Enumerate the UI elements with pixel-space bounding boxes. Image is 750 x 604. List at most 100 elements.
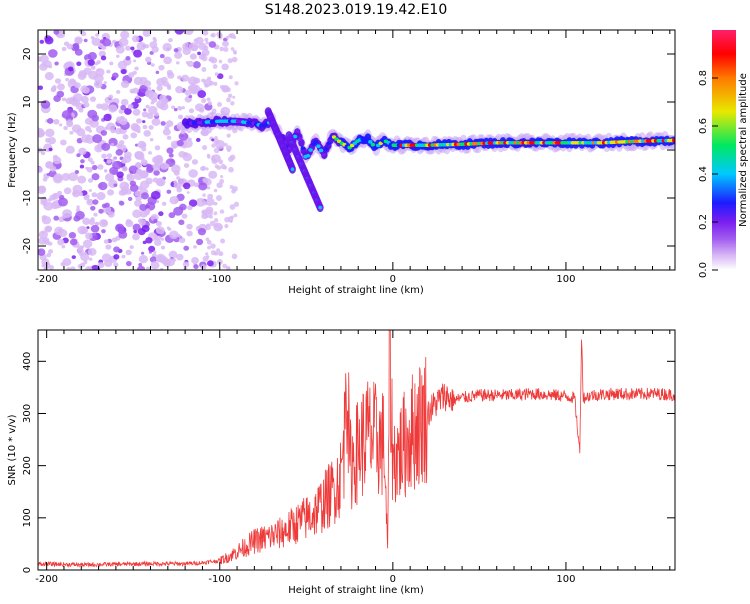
spectrogram-ridge-core [300,146,306,150]
spectrogram-noise-speck [227,93,233,99]
spectrogram-noise-blob [139,180,150,190]
spectrogram-noise-blob [168,250,178,259]
spectrogram-noise-blob [108,94,114,100]
spectrogram-noise-blob [103,81,107,85]
spectrogram-noise-speck [231,56,238,63]
spectrogram-noise-speck [228,75,233,80]
spectrogram-noise-blob [113,262,119,267]
spectrogram-noise-blob [142,120,146,124]
spectrogram-noise-blob [74,48,83,56]
spectrogram-noise-blob [87,199,92,204]
spectrogram-noise-blob [114,223,125,233]
spectrogram-noise-blob [103,158,108,162]
spectrogram-y-tick-label: -10 [22,190,33,206]
spectrogram-noise-blob [120,98,129,106]
snr-y-tick-label: 0 [22,567,33,573]
spectrogram-noise-blob [66,267,71,270]
spectrogram-noise-blob [83,252,87,256]
spectrogram-noise-blob [156,85,163,91]
spectrogram-noise-blob [208,41,217,48]
spectrogram-noise-blob [101,203,107,209]
spectrogram-ridge-core [311,142,316,147]
spectrogram-noise-blob [139,84,148,93]
spectrogram-noise-speck [220,110,225,116]
spectrogram-noise-speck [201,97,207,104]
spectrogram-noise-blob [110,142,115,147]
spectrogram-noise-blob [205,197,215,206]
spectrogram-noise-blob [80,134,91,143]
spectrogram-noise-blob [125,218,132,225]
spectrogram-noise-speck [224,224,229,229]
spectrogram-noise-speck [217,258,223,265]
spectrogram-noise-blob [147,86,152,90]
spectrogram-noise-blob [140,159,148,166]
snr-y-tick-label: 200 [22,456,33,475]
spectrogram-noise-blob [202,209,207,215]
spectrogram-noise-blob [145,89,154,98]
spectrogram-noise-blob [133,229,137,234]
spectrogram-noise-blob [75,207,81,212]
spectrogram-noise-blob [149,138,154,142]
spectrogram-noise-blob [77,248,84,255]
spectrogram-noise-speck [217,101,222,107]
snr-y-tick-label: 300 [22,404,33,423]
spectrogram-noise-blob [109,61,114,66]
spectrogram-noise-blob [213,201,218,206]
spectrogram-noise-blob [170,159,175,163]
spectrogram-noise-blob [203,79,213,87]
spectrogram-noise-blob [155,220,162,227]
colorbar-tick-label: 0.0 [698,262,709,278]
spectrogram-noise-blob [176,253,184,261]
spectrogram-noise-blob [183,163,190,168]
colorbar: 0.0 0.2 0.4 0.6 0.8 Normalized spectral ampl… [698,30,749,278]
spectrogram-noise-speck [205,167,209,171]
spectrogram-noise-blob [76,153,81,158]
spectrogram-noise-blob [137,265,146,270]
spectrogram-noise-blob [134,143,139,147]
spectrogram-noise-blob [86,166,93,173]
spectrogram-noise-blob [115,90,121,94]
spectrogram-noise-blob [186,191,190,194]
spectrogram-noise-blob [113,246,120,253]
spectrogram-noise-speck [219,46,225,52]
colorbar-tick-label: 0.8 [698,70,709,86]
spectrogram-noise-blob [178,219,185,226]
spectrogram-noise-blob [161,201,167,206]
spectrogram-noise-blob [151,46,159,53]
spectrogram-noise-blob [123,151,132,159]
spectrogram-noise-blob [84,266,93,270]
spectrogram-noise-speck [213,138,220,145]
spectrogram-noise-blob [46,252,52,258]
spectrogram-noise-blob [174,51,183,59]
spectrogram-noise-blob [146,166,154,173]
spectrogram-ridge-core [305,153,311,158]
spectrogram-noise-blob [100,55,107,61]
spectrogram-noise-blob [90,65,96,70]
spectrogram-noise-blob [92,134,103,144]
spectrogram-noise-blob [69,238,78,246]
spectrogram-noise-blob [162,128,171,136]
spectrogram-noise-blob [134,66,139,71]
spectrogram-noise-speck [227,216,234,223]
spectrogram-noise-blob [186,60,194,68]
spectrogram-noise-blob [77,263,84,269]
spectrogram-noise-blob [53,215,59,221]
spectrogram-noise-blob [63,187,72,195]
spectrogram-noise-blob [120,30,130,40]
spectrogram-ridge-core [370,142,376,147]
spectrogram-noise-speck [208,56,215,62]
spectrogram-noise-layer [38,30,240,270]
spectrogram-noise-blob [139,203,148,212]
spectrogram-noise-blob [66,119,73,126]
spectrogram-noise-blob [127,196,133,201]
spectrogram-noise-blob [82,217,91,225]
spectrogram-noise-blob [48,249,54,254]
spectrogram-noise-blob [181,213,188,219]
spectrogram-noise-speck [234,81,239,86]
spectrogram-noise-blob [127,103,134,110]
spectrogram-noise-speck [207,245,211,250]
spectrogram-noise-blob [146,266,151,270]
spectrogram-noise-blob [87,59,95,66]
spectrogram-noise-blob [61,97,67,102]
spectrogram-noise-blob [140,192,149,200]
